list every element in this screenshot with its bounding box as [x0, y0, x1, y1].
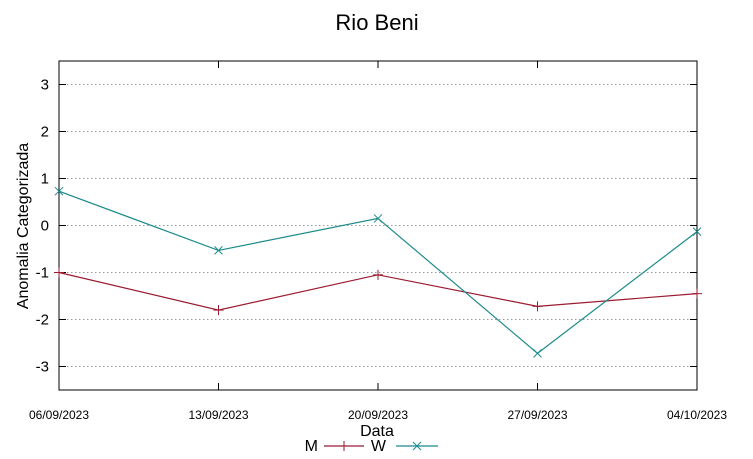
data-point [692, 227, 702, 236]
data-point [54, 267, 64, 278]
data-point [373, 214, 383, 223]
legend-label: M [305, 438, 318, 455]
y-tick-label: -1 [36, 265, 49, 282]
y-tick-label: -3 [36, 359, 49, 376]
data-point [54, 186, 64, 196]
y-axis-label: Anomalia Categorizada [15, 143, 32, 309]
data-point [533, 348, 542, 358]
y-tick-label: 2 [41, 124, 49, 141]
chart-title: Rio Beni [335, 10, 418, 35]
y-tick-label: 1 [41, 171, 49, 188]
x-axis-label: Data [360, 423, 394, 440]
x-tick-label: 04/10/2023 [667, 408, 727, 422]
x-tick-label: 27/09/2023 [507, 408, 567, 422]
data-point [412, 441, 422, 451]
y-tick-label: 0 [41, 218, 49, 235]
data-point [692, 288, 702, 299]
y-axis-ticks: -3 -2 -1 0 1 2 3 [36, 77, 697, 376]
x-tick-label: 13/09/2023 [188, 408, 248, 422]
data-point [214, 246, 223, 255]
series-layer [54, 186, 702, 358]
x-axis-ticks: 06/09/2023 13/09/2023 20/09/2023 27/09/2023… [29, 61, 727, 422]
data-point [373, 269, 383, 280]
x-tick-label: 06/09/2023 [29, 408, 89, 422]
data-point [213, 305, 224, 316]
grid-lines [59, 84, 697, 367]
x-tick-label: 20/09/2023 [348, 408, 408, 422]
y-tick-label: 3 [41, 77, 49, 94]
data-point [339, 441, 349, 451]
legend-label: W [371, 438, 387, 455]
plot-frame [58, 60, 698, 391]
data-point [532, 301, 543, 312]
y-tick-label: -2 [36, 312, 49, 329]
